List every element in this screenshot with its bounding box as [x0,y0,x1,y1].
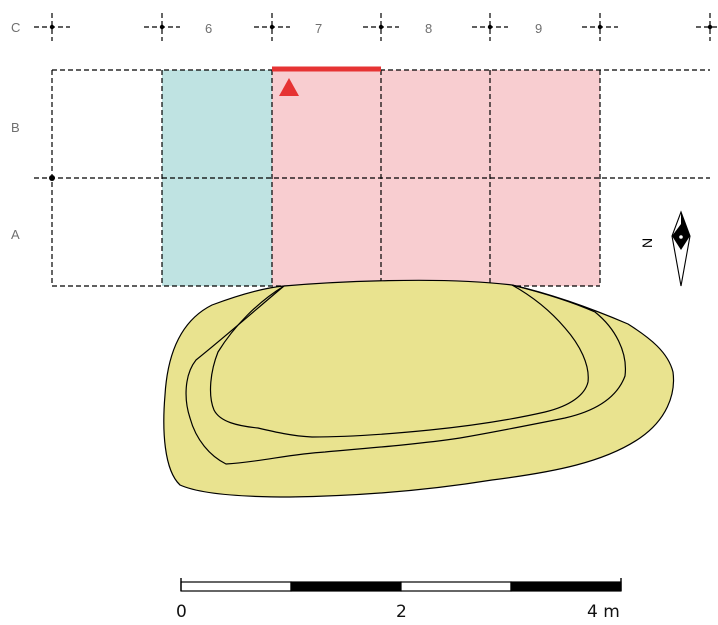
grid-marker [696,13,718,41]
mound-middle-contour [185,284,627,465]
scale-label-4m: 4 m [587,602,620,622]
grid-marker [582,13,618,41]
north-arrow-icon [671,210,691,287]
datum-point [49,175,55,181]
mound-inner-contour [209,284,589,438]
mound-outer-contour [163,279,675,498]
north-label: N [639,238,655,248]
column-label-9: 9 [535,21,542,36]
grid-marker [34,13,70,41]
scale-label-2: 2 [396,602,407,622]
column-label-8: 8 [425,21,432,36]
grid-marker [144,13,180,41]
grid-marker [472,13,508,41]
scale-label-0: 0 [176,602,187,622]
scale-bar: 0 2 4 m [176,578,622,622]
column-label-7: 7 [315,21,322,36]
row-label-c: C [11,20,20,35]
mound [163,279,675,498]
north-arrow: N [639,210,691,287]
grid-marker [363,13,399,41]
column-label-6: 6 [205,21,212,36]
row-label-b: B [11,120,20,135]
grid-marker [254,13,290,41]
row-c-markers: C 6 7 8 9 [11,13,718,41]
row-label-a: A [11,227,20,242]
section-marker-triangle [279,78,299,96]
